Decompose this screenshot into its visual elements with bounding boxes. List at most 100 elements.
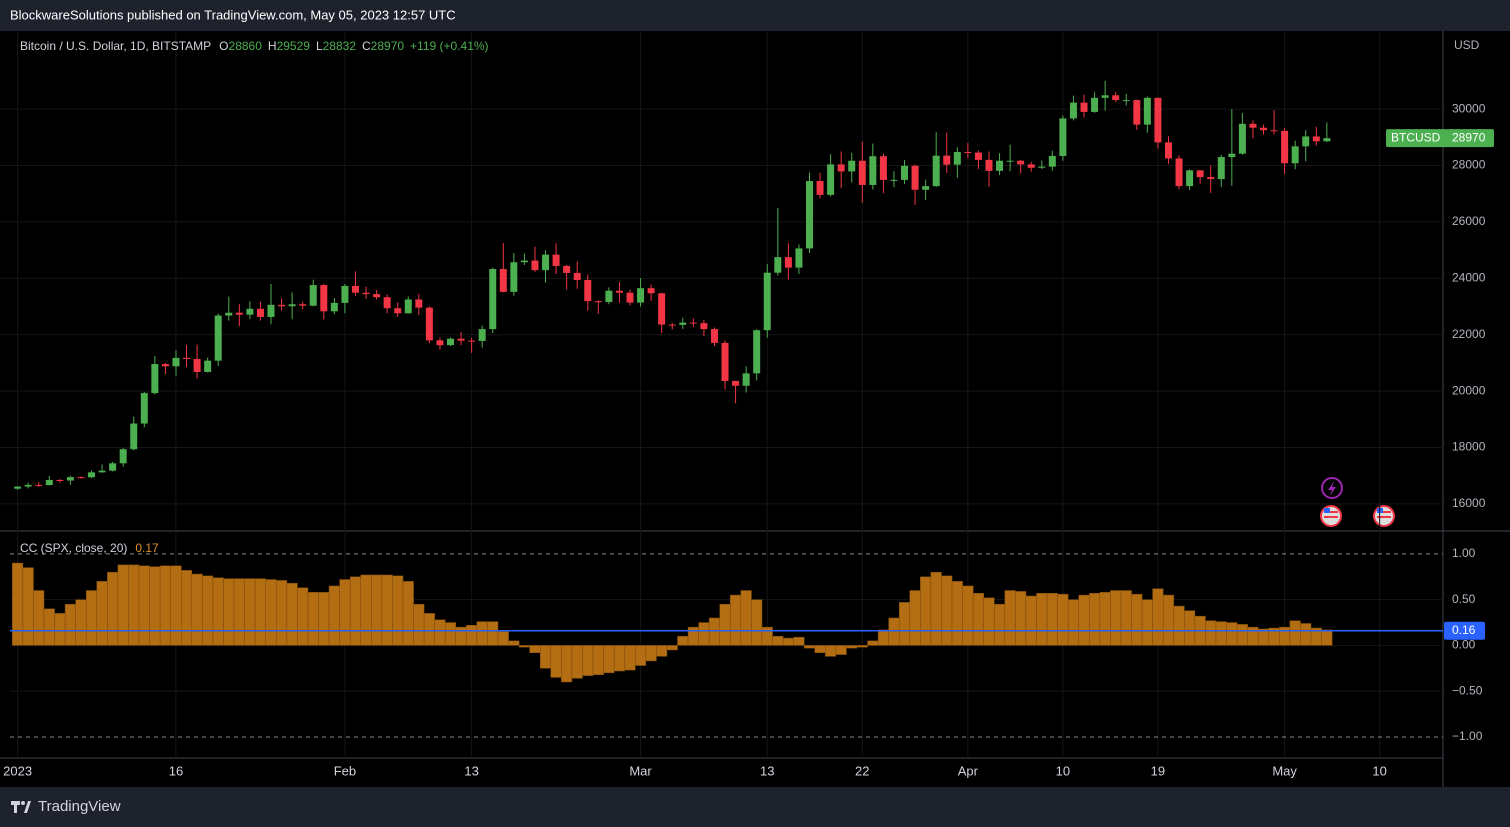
candle-body: [1101, 95, 1109, 98]
histogram-bar: [1215, 621, 1227, 646]
candle-body: [1122, 100, 1130, 102]
histogram-bar: [444, 622, 457, 646]
y2-tick-label: −1.00: [1452, 729, 1483, 743]
histogram-bar: [603, 645, 615, 674]
candle-body: [732, 380, 740, 386]
y2-tick-label: 1.00: [1452, 546, 1476, 560]
x-tick-label: 2023: [3, 763, 32, 778]
candle-body: [573, 272, 581, 281]
candle-body: [299, 304, 307, 306]
histogram-bar: [1004, 590, 1016, 646]
x-tick-label: 10: [1372, 763, 1386, 778]
x-tick-label: 22: [855, 763, 869, 778]
candle-body: [1175, 158, 1183, 187]
indicator-title: CC (SPX, close, 20): [20, 541, 127, 555]
histogram-bar: [466, 625, 478, 646]
candle-body: [563, 265, 571, 273]
histogram-bar: [972, 592, 984, 646]
candle-body: [1006, 160, 1014, 162]
histogram-bar: [455, 626, 467, 646]
candle-body: [953, 151, 961, 165]
histogram-bar: [223, 578, 235, 646]
candle-body: [1091, 97, 1099, 112]
histogram-bar: [687, 626, 699, 646]
histogram-bar: [487, 621, 499, 646]
y-tick-label: 20000: [1452, 383, 1486, 397]
histogram-bar: [635, 645, 647, 666]
candle-body: [309, 285, 317, 306]
candle-body: [394, 308, 402, 314]
candle-body: [1260, 127, 1268, 131]
candle-body: [66, 477, 74, 481]
histogram-bar: [867, 640, 879, 646]
candle-body: [1143, 97, 1151, 125]
histogram-bar: [1162, 594, 1175, 646]
candle-body: [351, 285, 359, 293]
y-tick-label: 22000: [1452, 327, 1486, 341]
histogram-bar: [265, 579, 277, 646]
histogram-bar: [930, 571, 942, 646]
candle-body: [668, 324, 676, 326]
histogram-bar: [782, 637, 794, 646]
candle-body: [56, 479, 64, 481]
y-tick-label: 28000: [1452, 158, 1486, 172]
candle-body: [774, 257, 782, 273]
histogram-bar: [159, 565, 171, 646]
candle-body: [647, 288, 655, 294]
candle-body: [14, 486, 22, 489]
histogram-bar: [793, 636, 805, 646]
candle-body: [447, 338, 455, 346]
candle-body: [88, 472, 96, 478]
histogram-bar: [117, 564, 129, 646]
histogram-bar: [666, 645, 678, 651]
candle-body: [584, 280, 592, 302]
candle-body: [1059, 118, 1067, 156]
candle-body: [911, 165, 919, 190]
candle-body: [805, 181, 813, 249]
candle-body: [109, 463, 117, 471]
candle-body: [235, 312, 243, 315]
candle-body: [763, 272, 771, 331]
histogram-bar: [1015, 591, 1027, 646]
histogram-bar: [1321, 629, 1333, 646]
histogram-bar: [1120, 590, 1132, 646]
x-tick-label: 13: [760, 763, 774, 778]
histogram-bar: [1036, 592, 1048, 646]
histogram-bar: [951, 581, 963, 646]
histogram-bar: [233, 578, 245, 646]
histogram-bar: [33, 590, 45, 646]
reference-label: 0.16: [1452, 623, 1476, 637]
legend-key: H: [268, 39, 277, 53]
candle-body: [404, 299, 412, 314]
histogram-bar: [1279, 626, 1291, 646]
histogram-bar: [708, 617, 721, 646]
histogram-bar: [138, 565, 150, 646]
x-tick-label: Feb: [334, 763, 356, 778]
histogram-bar: [1078, 594, 1090, 646]
histogram-bar: [772, 636, 784, 646]
y-tick-label: 16000: [1452, 496, 1486, 510]
candle-body: [858, 160, 866, 185]
publisher-line: BlockwareSolutions published on TradingV…: [10, 7, 456, 22]
candle-body: [1048, 155, 1056, 167]
candle-body: [542, 254, 550, 271]
histogram-bar: [1025, 595, 1037, 646]
candle-body: [415, 299, 423, 308]
candle-body: [1323, 138, 1331, 142]
candle-body: [1291, 146, 1299, 164]
x-tick-label: Apr: [958, 763, 979, 778]
candle-body: [140, 393, 148, 424]
histogram-bar: [307, 592, 319, 646]
legend-key: C: [362, 39, 371, 53]
y2-tick-label: −0.50: [1452, 683, 1483, 697]
candle-body: [151, 364, 159, 394]
candle-body: [1217, 157, 1225, 180]
candle-body: [468, 340, 476, 342]
histogram-bar: [1289, 620, 1301, 646]
histogram-bar: [624, 645, 636, 671]
y2-tick-label: 0.00: [1452, 638, 1476, 652]
y2-tick-label: 0.50: [1452, 592, 1476, 606]
candle-body: [869, 156, 877, 185]
histogram-bar: [128, 564, 140, 646]
candle-body: [77, 477, 85, 479]
